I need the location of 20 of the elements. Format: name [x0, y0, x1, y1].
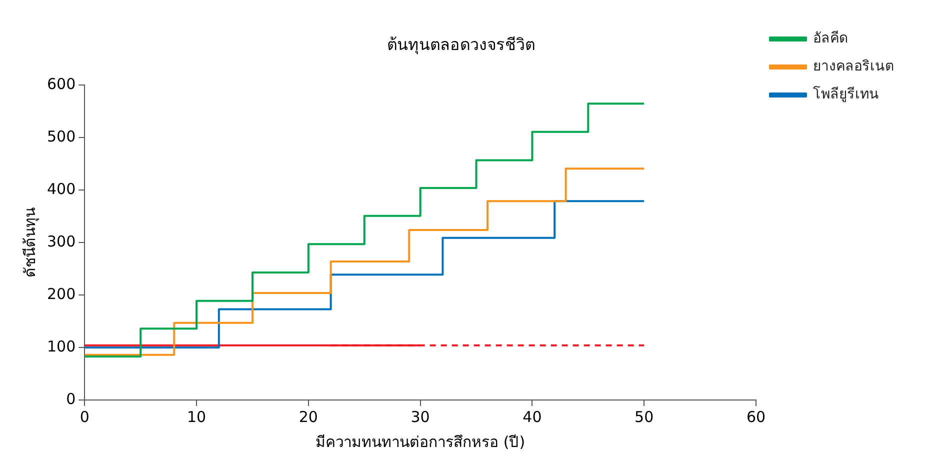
- x-tick-label: 0: [80, 408, 90, 426]
- legend-label: ยางคลอริเนต: [813, 58, 894, 75]
- legend-label: อัลคีด: [813, 30, 848, 47]
- legend-label: โพลียูรีเทน: [813, 86, 879, 103]
- y-tick-label: 300: [46, 232, 76, 250]
- x-tick-label: 50: [634, 408, 654, 426]
- x-axis-title: มีความทนทานต่อการสึกหรอ (ปี): [316, 432, 526, 451]
- y-tick-label: 100: [46, 337, 76, 356]
- x-tick-label: 30: [410, 408, 430, 426]
- y-tick-label: 400: [46, 180, 76, 198]
- x-tick-label: 60: [746, 408, 766, 426]
- x-tick-label: 10: [186, 408, 206, 426]
- x-tick-label: 40: [522, 408, 542, 426]
- x-tick-label: 20: [298, 408, 318, 426]
- y-tick-label: 0: [66, 390, 76, 408]
- y-axis-title: ดัชนีต้นทุน: [20, 208, 40, 278]
- chart-title: ต้นทุนตลอดวงจรชีวิต: [387, 34, 535, 55]
- y-tick-label: 600: [46, 75, 76, 94]
- y-tick-label: 200: [46, 284, 76, 303]
- y-tick-label: 500: [46, 128, 76, 146]
